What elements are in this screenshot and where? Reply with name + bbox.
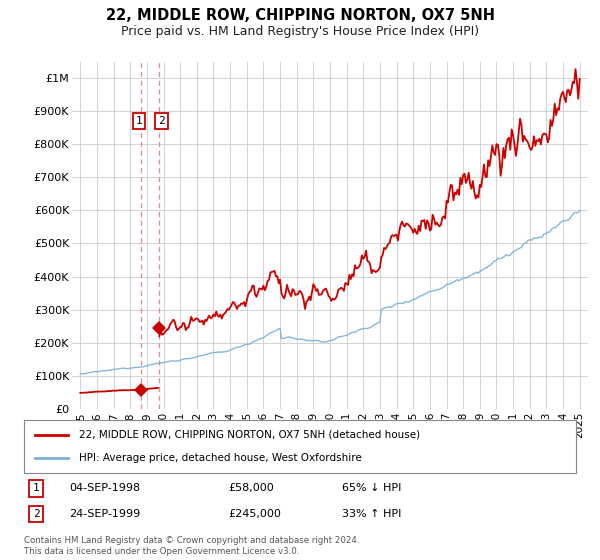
Text: £58,000: £58,000 [228, 483, 274, 493]
Text: 22, MIDDLE ROW, CHIPPING NORTON, OX7 5NH: 22, MIDDLE ROW, CHIPPING NORTON, OX7 5NH [106, 8, 494, 24]
Text: Contains HM Land Registry data © Crown copyright and database right 2024.
This d: Contains HM Land Registry data © Crown c… [24, 536, 359, 556]
Text: 24-SEP-1999: 24-SEP-1999 [69, 509, 140, 519]
Text: 2: 2 [158, 116, 165, 126]
Text: 1: 1 [32, 483, 40, 493]
Text: 2: 2 [32, 509, 40, 519]
Text: 1: 1 [136, 116, 142, 126]
Text: 22, MIDDLE ROW, CHIPPING NORTON, OX7 5NH (detached house): 22, MIDDLE ROW, CHIPPING NORTON, OX7 5NH… [79, 430, 421, 440]
Text: HPI: Average price, detached house, West Oxfordshire: HPI: Average price, detached house, West… [79, 453, 362, 463]
Text: 04-SEP-1998: 04-SEP-1998 [69, 483, 140, 493]
Text: 33% ↑ HPI: 33% ↑ HPI [342, 509, 401, 519]
Text: Price paid vs. HM Land Registry's House Price Index (HPI): Price paid vs. HM Land Registry's House … [121, 25, 479, 38]
Text: 65% ↓ HPI: 65% ↓ HPI [342, 483, 401, 493]
Text: £245,000: £245,000 [228, 509, 281, 519]
